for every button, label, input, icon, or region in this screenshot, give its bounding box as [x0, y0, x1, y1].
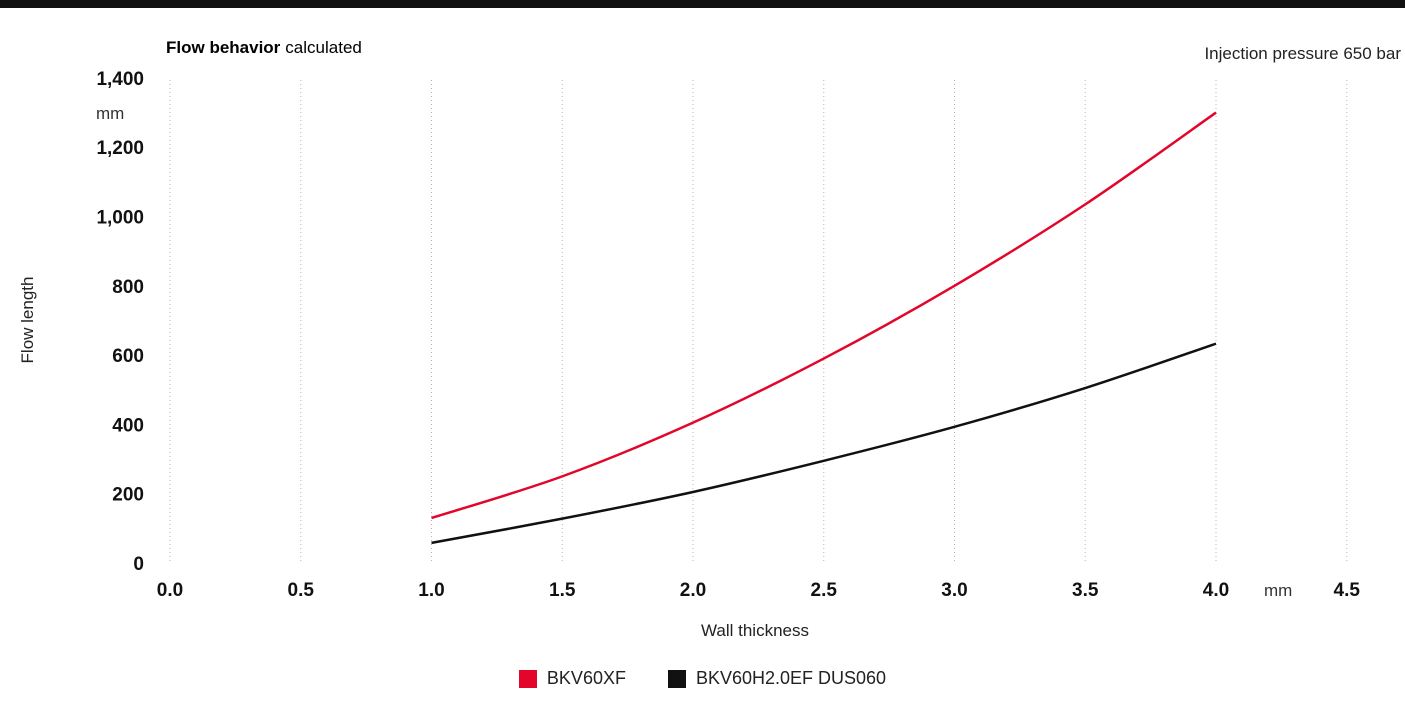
- legend: BKV60XF BKV60H2.0EF DUS060: [0, 668, 1405, 689]
- series-line-bkv60xf: [431, 111, 1217, 520]
- flow-behavior-chart: Flow behavior calculated Injection pressu…: [18, 38, 1401, 640]
- series-line-bkv60h2-0ef-dus060: [431, 342, 1217, 545]
- y-tick-label: 600: [112, 346, 144, 367]
- y-tick-label: 400: [112, 415, 144, 436]
- series-lines: [431, 111, 1217, 545]
- legend-swatch-black: [667, 669, 686, 688]
- y-tick-label: 1,400: [96, 69, 144, 90]
- y-tick-label: 200: [112, 485, 144, 506]
- chart-title-bold: Flow behavior: [166, 38, 281, 57]
- chart-subtitle: Injection pressure 650 bar: [1204, 44, 1401, 63]
- x-tick-label: 4.5: [1334, 580, 1361, 601]
- x-tick-label: 3.5: [1072, 580, 1099, 601]
- legend-label-bkv60h2: BKV60H2.0EF DUS060: [695, 668, 887, 688]
- legend-swatch-red: [518, 669, 537, 688]
- legend-label-bkv60xf: BKV60XF: [546, 668, 626, 688]
- chart-title: Flow behavior calculated: [166, 38, 362, 57]
- y-tick-label: 800: [112, 277, 144, 298]
- chart-title-rest: calculated: [285, 38, 362, 57]
- x-tick-label: 1.5: [549, 580, 576, 601]
- x-tick-label: 0.0: [157, 580, 183, 601]
- grid-lines: [169, 80, 1348, 563]
- top-rule: [0, 0, 1405, 8]
- y-axis-unit: mm: [96, 104, 124, 123]
- y-tick-label: 0: [133, 554, 144, 575]
- y-tick-label: 1,200: [96, 138, 144, 159]
- legend-item-bkv60h2: BKV60H2.0EF DUS060: [667, 668, 887, 689]
- x-tick-label: 1.0: [418, 580, 444, 601]
- y-axis-label: Flow length: [18, 277, 37, 364]
- x-axis-label: Wall thickness: [701, 621, 809, 640]
- x-axis-unit: mm: [1264, 581, 1292, 600]
- x-tick-label: 0.5: [288, 580, 315, 601]
- x-tick-label: 2.0: [680, 580, 706, 601]
- x-tick-label: 2.5: [811, 580, 838, 601]
- x-tick-label: 4.0: [1203, 580, 1229, 601]
- x-tick-label: 3.0: [941, 580, 967, 601]
- y-tick-labels: 0 200 400 600 800 1,000 1,200 1,400: [96, 69, 144, 575]
- y-tick-label: 1,000: [96, 208, 144, 229]
- legend-item-bkv60xf: BKV60XF: [518, 668, 626, 689]
- x-tick-labels: 0.0 0.5 1.0 1.5 2.0 2.5 3.0 3.5 4.0 4.5: [157, 580, 1361, 601]
